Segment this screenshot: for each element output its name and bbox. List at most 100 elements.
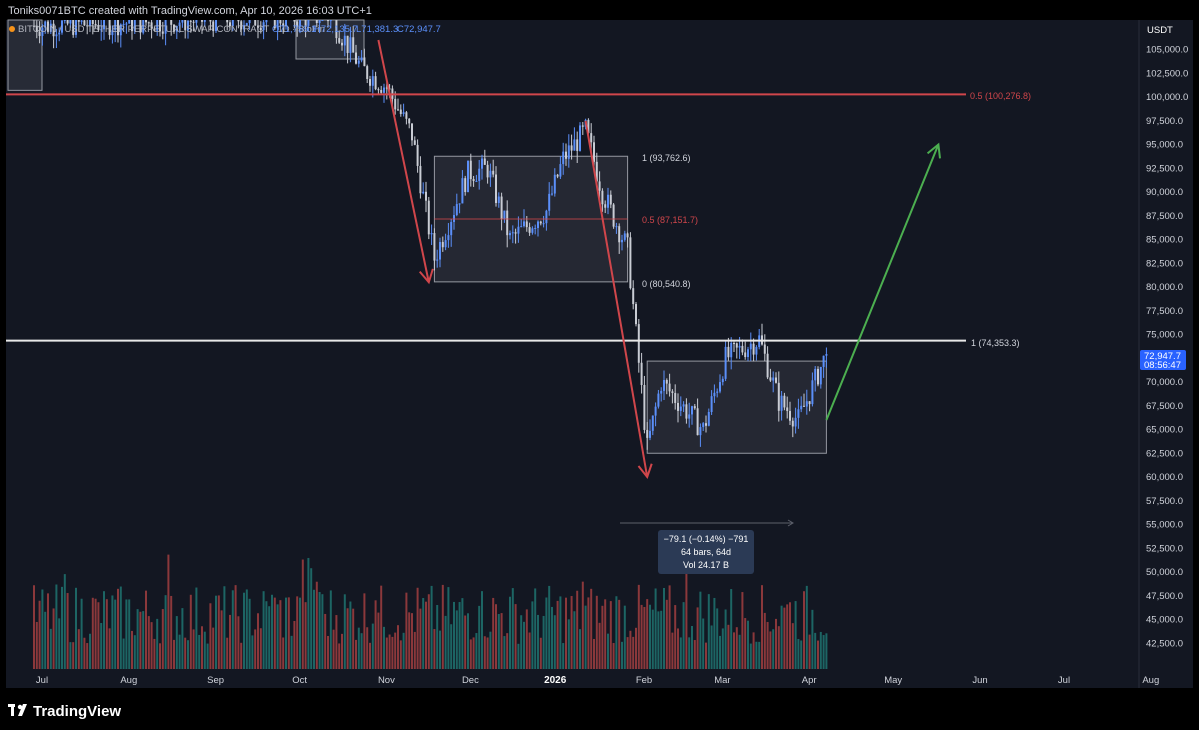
volume-bar [229, 614, 231, 669]
candle-body [72, 20, 75, 35]
price-tick-label: 100,000.0 [1146, 92, 1188, 103]
price-tick-label: 60,000.0 [1146, 472, 1183, 483]
candle-body [514, 232, 517, 234]
time-tick-label: Mar [714, 675, 730, 686]
price-tick-label: 102,500.0 [1146, 68, 1188, 79]
time-axis[interactable]: Jul Aug Sep Oct Nov Dec 2026 Feb Mar Apr May Jun Jul… [36, 675, 1159, 686]
volume-bar [707, 594, 710, 669]
candle-body [551, 193, 553, 195]
measure-tool[interactable]: −79.1 (−0.14%) −791 64 bars, 64d Vol 24.… [620, 519, 794, 574]
volume-bar [464, 615, 467, 669]
volume-bar [293, 620, 296, 669]
volume-bar [290, 635, 293, 669]
candle-body [755, 347, 758, 355]
candle-body [178, 22, 181, 27]
candle-body [542, 223, 545, 225]
candle-body [565, 151, 567, 159]
price-tick-label: 42,500.0 [1146, 638, 1183, 649]
candle-body [609, 194, 612, 205]
volume-bar [629, 630, 632, 669]
volume-bar [234, 585, 237, 669]
drawing-arrows[interactable] [377, 39, 941, 480]
candle-body [618, 226, 621, 243]
candle-body [601, 190, 604, 205]
candle-body [128, 20, 131, 24]
volume-bar [427, 594, 430, 669]
candle-body [632, 288, 635, 305]
volume-bar [357, 627, 360, 669]
red-arrow-shaft[interactable] [377, 39, 430, 283]
red-arrow-shaft[interactable] [584, 120, 649, 478]
candle-body [635, 304, 637, 325]
volume-bar [422, 598, 425, 669]
candle-body [150, 22, 153, 29]
candle-body [500, 196, 503, 219]
candle-body [307, 20, 310, 26]
candle-body [685, 404, 688, 419]
price-tick-label: 75,000.0 [1146, 330, 1183, 341]
range-box[interactable] [646, 360, 827, 454]
current-price-bg [1140, 350, 1186, 370]
currency-unit[interactable]: USDT [1147, 25, 1173, 36]
candle-body [464, 178, 467, 193]
price-tick-label: 67,500.0 [1146, 401, 1183, 412]
candle-body [371, 76, 374, 86]
candle-body [279, 20, 282, 24]
volume-bar [509, 596, 511, 669]
price-axis[interactable]: 105,000.0 102,500.0 100,000.0 97,500.0 95,00… [1146, 45, 1188, 650]
candle-body [626, 233, 629, 238]
candle-body [800, 405, 803, 410]
candle-body [481, 158, 483, 169]
candle-body [643, 384, 646, 430]
candle-body [730, 343, 733, 358]
candle-body [349, 37, 352, 53]
candle-body [665, 380, 668, 384]
candle-body [355, 52, 357, 64]
volume-bar [262, 591, 265, 669]
volume-bar [741, 592, 744, 669]
volume-bar [665, 599, 668, 669]
candle-body [430, 233, 433, 235]
candle-body [637, 324, 640, 363]
time-tick-label: May [884, 675, 902, 686]
candle-body [612, 204, 615, 227]
candle-body [517, 226, 520, 234]
volume-bar [567, 619, 570, 669]
volume-bar [528, 632, 531, 669]
candle-body [245, 23, 248, 26]
candle-body [394, 98, 397, 110]
volume-bar [643, 607, 646, 669]
plot-area[interactable] [6, 20, 1139, 670]
volume-bar [385, 637, 388, 669]
price-axis-panel[interactable] [1139, 20, 1193, 670]
candle-body [380, 89, 383, 93]
price-tick-label: 85,000.0 [1146, 235, 1183, 246]
drawing-lines[interactable] [6, 93, 966, 342]
volume-bar [531, 601, 534, 669]
volume-bar [209, 603, 212, 669]
time-tick-label: 2026 [544, 675, 567, 686]
volume-bar [324, 613, 327, 669]
volume-bar [780, 605, 783, 669]
volume-bar [173, 639, 175, 669]
volume-bar [677, 628, 679, 669]
volume-bar [189, 594, 192, 669]
time-tick-label: Aug [1142, 675, 1159, 686]
volume-bar [184, 637, 187, 669]
volume-bar [595, 595, 598, 669]
candle-body [273, 20, 276, 29]
candle-body [688, 414, 691, 419]
volume-bar [483, 636, 486, 669]
candle-body [436, 259, 439, 261]
candle-body [122, 23, 125, 25]
candle-body [369, 79, 371, 86]
time-axis-panel[interactable] [6, 670, 1139, 688]
volume-bar [808, 634, 811, 669]
green-arrow-shaft[interactable] [825, 144, 940, 421]
volume-bar [282, 637, 285, 669]
volume-bar [439, 630, 441, 669]
volume-bar [111, 595, 114, 669]
volume-bar [346, 608, 349, 669]
candle-body [411, 123, 413, 141]
